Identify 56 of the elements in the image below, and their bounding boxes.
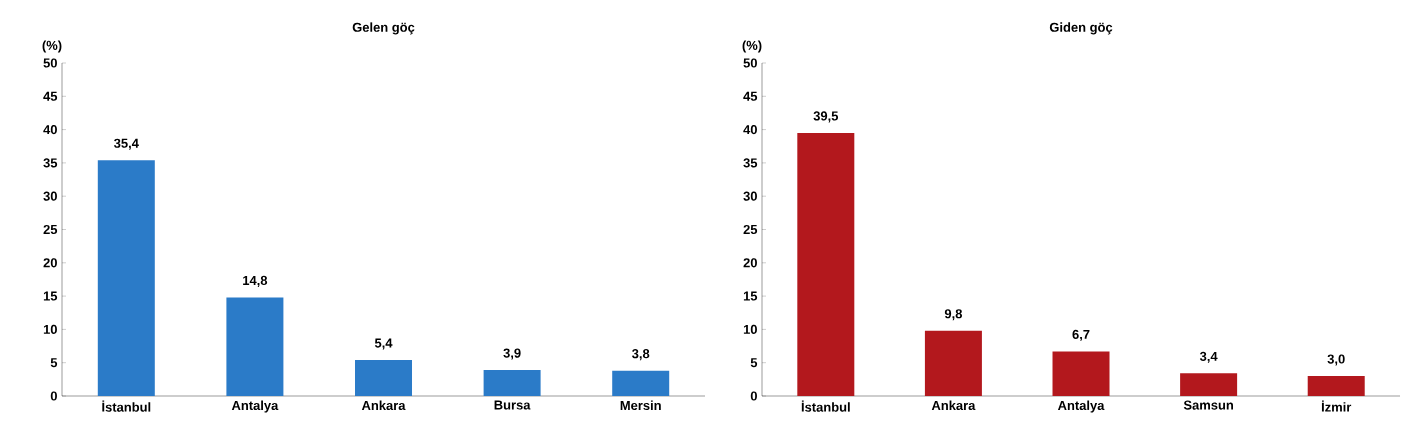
data-label: 5,4: [374, 338, 393, 350]
y-tick-label: 35: [743, 158, 758, 168]
y-tick-label: 5: [50, 358, 58, 368]
y-tick-label: 15: [743, 291, 758, 301]
bar: [97, 160, 155, 396]
bar: [612, 370, 670, 396]
x-tick-label: Mersin: [620, 400, 661, 411]
y-tick-label: 50: [43, 58, 57, 68]
chart-title: Gelen göç: [352, 22, 415, 35]
y-tick-label: 0: [50, 391, 57, 401]
y-tick-label: 10: [43, 324, 57, 334]
data-label: 9,8: [944, 309, 963, 321]
y-tick-label: 50: [743, 58, 757, 68]
y-axis-title: (%): [42, 40, 62, 53]
x-tick-label: İstanbul: [801, 400, 850, 412]
y-tick-label: 35: [43, 158, 58, 168]
x-tick-label: Ankara: [931, 400, 976, 411]
y-tick-label: 25: [743, 224, 758, 235]
bar: [1180, 373, 1238, 396]
y-tick-label: 40: [43, 125, 57, 135]
bar: [1052, 351, 1110, 396]
data-label: 6,7: [1072, 329, 1090, 341]
y-axis-title: (%): [742, 40, 762, 53]
x-tick-label: Ankara: [361, 400, 406, 411]
bar: [226, 297, 284, 396]
data-label: 35,4: [113, 138, 139, 150]
x-tick-label: Antalya: [1057, 400, 1105, 413]
x-tick-label: Antalya: [231, 400, 279, 413]
y-tick-label: 0: [750, 391, 757, 401]
data-label: 14,8: [243, 275, 268, 287]
y-tick-label: 30: [743, 191, 757, 201]
x-tick-label: İstanbul: [102, 400, 151, 412]
y-tick-label: 20: [43, 258, 57, 268]
y-tick-label: 45: [743, 91, 758, 101]
y-tick-label: 40: [743, 125, 757, 135]
data-label: 3,4: [1199, 351, 1218, 363]
y-tick-label: 25: [43, 224, 58, 235]
data-label: 3,8: [632, 349, 650, 361]
x-tick-label: İzmir: [1321, 400, 1352, 412]
bar: [797, 132, 855, 396]
chart-title: Giden göç: [1049, 22, 1113, 35]
bar: [1307, 376, 1365, 396]
bar: [483, 370, 541, 396]
y-tick-label: 20: [743, 258, 757, 268]
y-tick-label: 15: [43, 291, 58, 301]
x-tick-label: Samsun: [1183, 400, 1233, 410]
y-tick-label: 30: [43, 191, 57, 201]
y-tick-label: 5: [750, 358, 758, 368]
data-label: 3,9: [503, 348, 521, 360]
data-label: 3,0: [1327, 354, 1345, 366]
y-tick-label: 45: [43, 91, 58, 101]
x-tick-label: Bursa: [494, 400, 531, 410]
data-label: 39,5: [813, 111, 839, 123]
bar: [355, 360, 412, 396]
y-tick-label: 10: [743, 324, 757, 334]
bar: [924, 330, 982, 396]
